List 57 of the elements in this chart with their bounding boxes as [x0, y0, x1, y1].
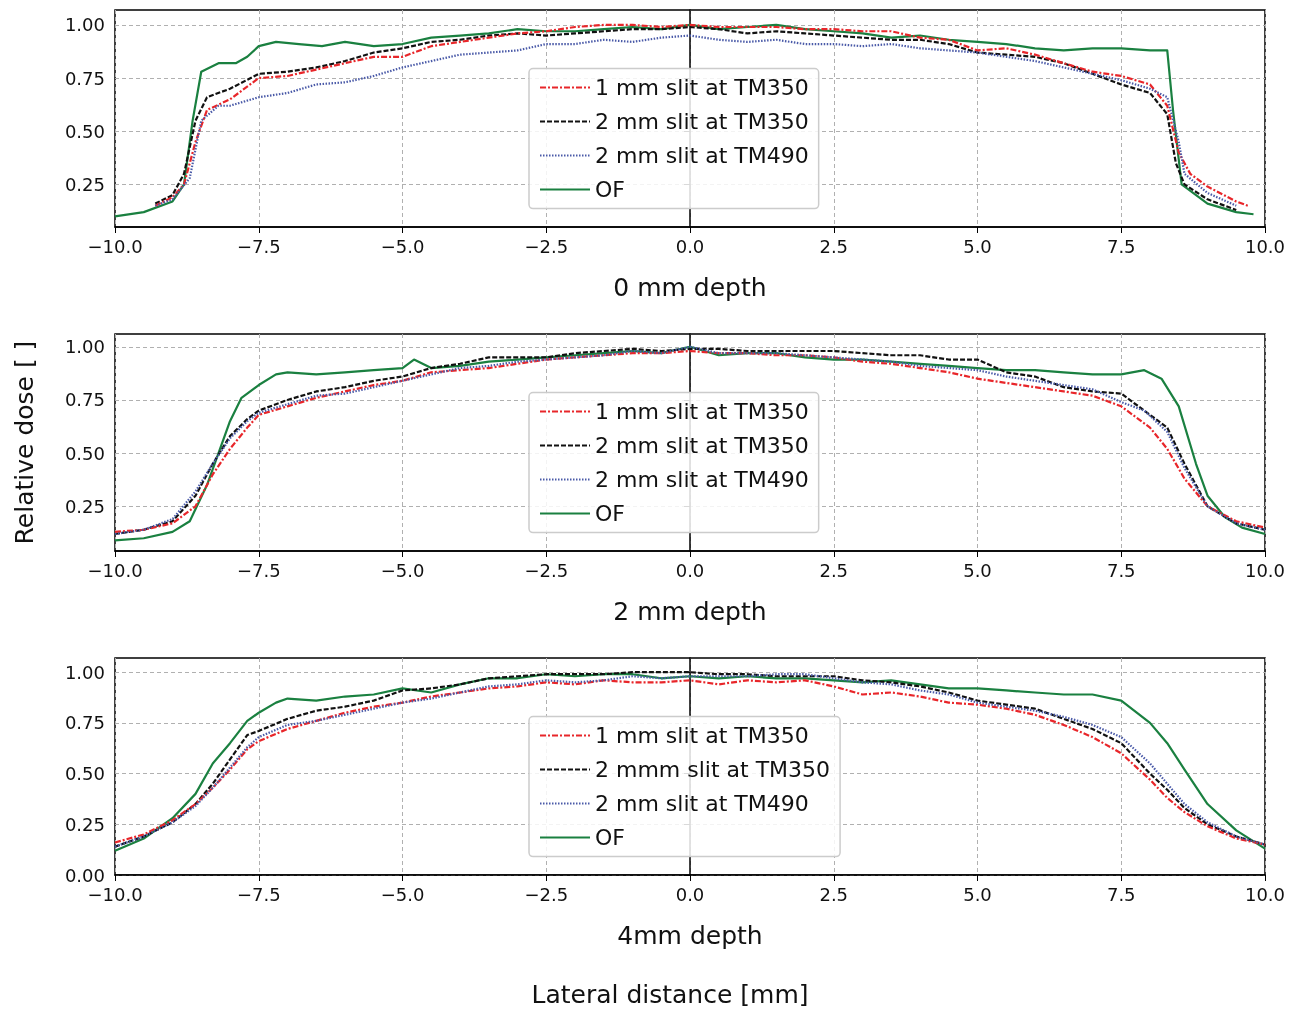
x-tick-label: −2.5: [524, 883, 569, 905]
x-tick-label: 0.0: [675, 559, 705, 581]
x-tick-label: 0.0: [675, 883, 705, 905]
x-tick-label: 5.0: [963, 559, 992, 581]
y-tick-label: 0.75: [64, 389, 105, 411]
x-axis-title: 4mm depth: [617, 921, 763, 950]
legend-label: OF: [595, 177, 625, 203]
x-tick-label: 10.0: [1244, 235, 1286, 257]
legend-label: OF: [595, 501, 625, 527]
x-tick-label: 5.0: [963, 883, 992, 905]
x-tick-label: 7.5: [1106, 883, 1136, 905]
x-tick-label: 2.5: [819, 559, 849, 581]
x-axis-title: 2 mm depth: [613, 597, 767, 626]
y-tick-label: 1.00: [64, 661, 105, 683]
y-tick-label: 0.00: [64, 864, 105, 886]
y-tick-label: 0.50: [64, 763, 105, 785]
text: Lateral distance [mm]: [530, 980, 810, 1009]
legend-label: 2 mm slit at TM490: [595, 791, 809, 817]
x-tick-label: −5.0: [380, 883, 425, 905]
y-tick-label: 0.75: [64, 712, 105, 734]
y-tick-label: 1.00: [64, 336, 105, 358]
x-tick-label: −7.5: [236, 235, 281, 257]
y-tick-label: 0.25: [64, 813, 105, 835]
x-tick-label: 2.5: [819, 235, 849, 257]
x-tick-label: −5.0: [380, 559, 425, 581]
x-tick-label: −5.0: [380, 235, 425, 257]
legend-label: 1 mm slit at TM350: [595, 75, 809, 101]
x-tick-label: 2.5: [819, 883, 849, 905]
legend-label: 1 mm slit at TM350: [595, 399, 809, 425]
legend-label: 1 mm slit at TM350: [595, 723, 809, 749]
y-tick-label: 0.25: [64, 495, 105, 517]
x-tick-label: −10.0: [87, 235, 143, 257]
x-tick-label: 0.0: [675, 235, 705, 257]
x-tick-label: 7.5: [1106, 235, 1136, 257]
legend-label: 2 mm slit at TM350: [595, 109, 809, 135]
x-tick-label: −7.5: [236, 559, 281, 581]
legend-label: 2 mm slit at TM490: [595, 143, 809, 169]
y-tick-label: 1.00: [64, 14, 105, 36]
x-tick-label: 10.0: [1244, 559, 1286, 581]
legend-label: 2 mmm slit at TM350: [595, 757, 831, 783]
legend-label: 2 mm slit at TM490: [595, 467, 809, 493]
y-axis-title: Relative dose [ ]: [10, 340, 39, 545]
x-tick-label: −2.5: [524, 235, 569, 257]
x-tick-label: −10.0: [87, 559, 143, 581]
legend-label: 2 mm slit at TM350: [595, 433, 809, 459]
x-axis-title: 0 mm depth: [613, 273, 767, 302]
x-tick-label: −7.5: [236, 883, 281, 905]
legend-label: OF: [595, 825, 625, 851]
y-tick-label: 0.25: [64, 173, 105, 195]
x-tick-label: −10.0: [87, 883, 143, 905]
x-tick-label: 5.0: [963, 235, 992, 257]
y-tick-label: 0.50: [64, 442, 105, 464]
y-tick-label: 0.50: [64, 120, 105, 142]
y-tick-label: 0.75: [64, 67, 105, 89]
x-tick-label: 10.0: [1244, 883, 1286, 905]
x-tick-label: −2.5: [524, 559, 569, 581]
x-tick-label: 7.5: [1106, 559, 1136, 581]
